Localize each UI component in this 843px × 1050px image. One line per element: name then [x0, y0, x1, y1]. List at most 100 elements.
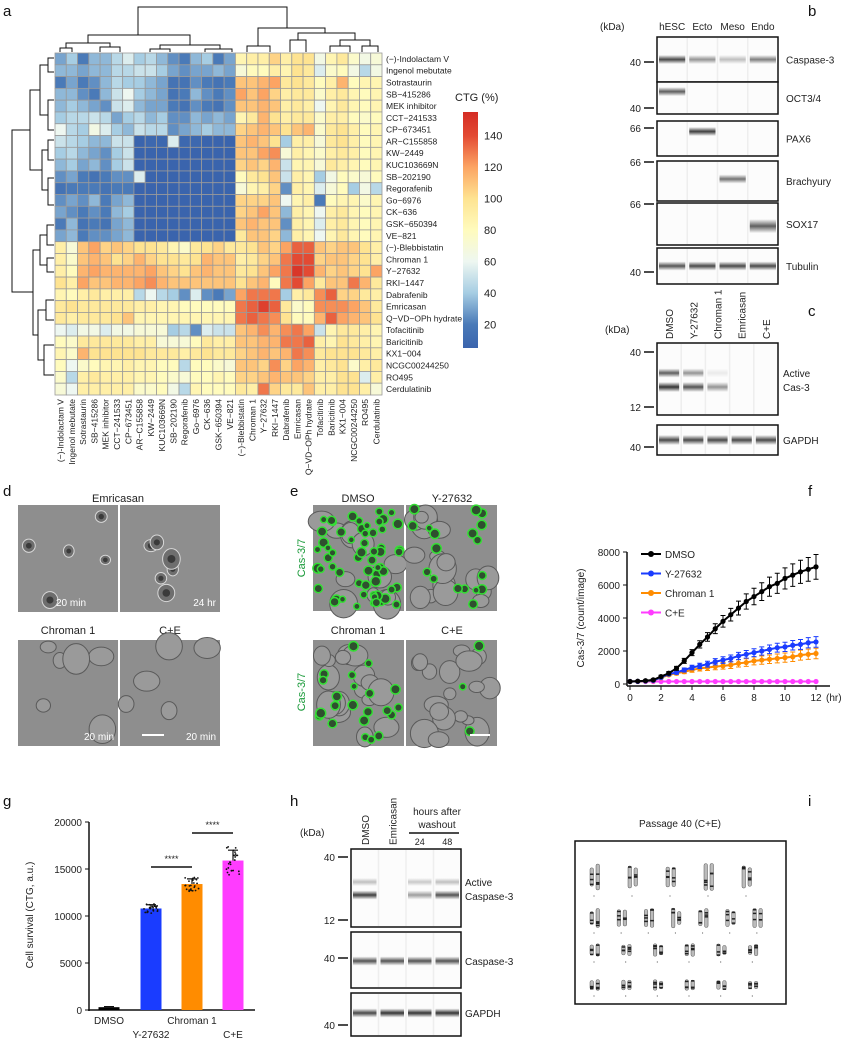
- heatmap-cell: [99, 323, 112, 337]
- chromosome: [684, 943, 689, 957]
- heatmap-row-label: RO495: [386, 372, 413, 382]
- heatmap-cell: [246, 241, 259, 254]
- protein-band: [689, 127, 716, 136]
- data-point: [146, 910, 149, 913]
- heatmap-column-label: Tofacitinib: [315, 399, 325, 437]
- heatmap-cell: [77, 135, 90, 148]
- heatmap-cell: [88, 382, 101, 396]
- heatmap-cell: [291, 135, 304, 148]
- heatmap-cell: [257, 371, 270, 384]
- cell: [427, 731, 450, 749]
- heatmap-cell: [280, 182, 293, 195]
- heatmap-cell: [77, 194, 90, 207]
- chromosome-band: [596, 953, 600, 956]
- heatmap-cell: [122, 111, 135, 125]
- heatmap-cell: [54, 146, 67, 160]
- heatmap-cell: [336, 111, 349, 125]
- panel-label-g: g: [3, 793, 11, 810]
- heatmap-cell: [370, 123, 383, 136]
- heatmap-row-label: Go−6976: [386, 195, 421, 205]
- heatmap-cell: [268, 76, 281, 89]
- heatmap-row-label: Tofacitinib: [386, 325, 424, 335]
- heatmap-cell: [223, 264, 236, 278]
- heatmap-cell: [336, 288, 349, 302]
- cell-nucleus: [167, 554, 176, 563]
- heatmap-cell: [133, 52, 146, 66]
- data-point: [797, 652, 804, 658]
- heatmap-row-label: CP−673451: [386, 125, 431, 135]
- heatmap-cell: [257, 111, 270, 125]
- heatmap-cell: [167, 323, 180, 337]
- heatmap-cell: [110, 158, 124, 172]
- heatmap-cell: [178, 205, 191, 219]
- heatmap-cell: [65, 264, 78, 278]
- data-point: [697, 663, 703, 669]
- cas37-positive-cell: [477, 570, 487, 581]
- colorbar-tick-label: 100: [484, 194, 502, 206]
- chromosome: [595, 863, 600, 891]
- heatmap-cell: [280, 382, 293, 396]
- heatmap-column-label: Emricasan: [292, 399, 302, 439]
- heatmap-cell: [347, 182, 360, 195]
- heatmap-cell: [167, 146, 180, 160]
- heatmap-cell: [110, 347, 124, 361]
- chromosome-band: [596, 954, 600, 956]
- data-point: [156, 905, 159, 907]
- heatmap-cell: [178, 217, 191, 231]
- cell: [412, 653, 429, 671]
- data-point: [184, 884, 187, 887]
- chromosome-number: [593, 895, 595, 897]
- lane-label: Meso: [720, 22, 745, 33]
- heatmap-column-label: Y−27632: [259, 399, 269, 434]
- heatmap-cell: [167, 371, 180, 384]
- heatmap-cell: [156, 229, 169, 243]
- data-point: [790, 642, 796, 648]
- cell: [133, 670, 161, 692]
- heatmap-cell: [110, 253, 124, 266]
- heatmap-cell: [156, 253, 169, 266]
- heatmap-cell: [359, 135, 372, 148]
- heatmap-cell: [235, 146, 248, 160]
- heatmap-cell: [144, 253, 157, 266]
- heatmap-cell: [88, 241, 101, 254]
- heatmap-cell: [347, 312, 360, 325]
- cas37-positive-cell: [330, 700, 341, 711]
- cell-nucleus: [162, 589, 171, 597]
- heatmap-cell: [77, 52, 90, 66]
- chromosome-band: [716, 944, 721, 946]
- heatmap-cell: [201, 194, 214, 207]
- heatmap-cell: [54, 323, 67, 337]
- heatmap-cell: [268, 276, 281, 290]
- heatmap-cell: [54, 217, 67, 231]
- data-point: [188, 880, 190, 883]
- chromosome-band: [685, 980, 689, 983]
- chromosome-band: [748, 951, 752, 954]
- data-point: [189, 884, 192, 887]
- heatmap-cell: [280, 99, 293, 113]
- heatmap-cell: [88, 76, 101, 89]
- cas37-positive-cell: [382, 705, 393, 716]
- cell: [160, 701, 178, 721]
- heatmap-cell: [359, 347, 372, 361]
- chromosome-band: [596, 921, 600, 923]
- panel-label-f: f: [808, 483, 813, 500]
- heatmap-cell: [235, 264, 248, 278]
- data-point: [712, 626, 718, 632]
- heatmap-cell: [167, 217, 180, 231]
- heatmap-cell: [257, 300, 270, 313]
- heatmap-cell: [313, 111, 327, 125]
- heatmap-cell: [325, 371, 338, 384]
- chromosome-number: [625, 995, 627, 997]
- cas37-positive-cell: [328, 548, 337, 557]
- cell: [35, 698, 52, 713]
- panel-label-d: d: [3, 483, 11, 500]
- heatmap-cell: [201, 323, 214, 337]
- heatmap-cell: [325, 229, 338, 243]
- heatmap-cell: [178, 264, 191, 278]
- heatmap-column-label: SB−202190: [168, 399, 178, 444]
- lane-label: Ecto: [692, 22, 712, 33]
- heatmap-cell: [246, 264, 259, 278]
- chromosome-band: [590, 922, 594, 925]
- heatmap-cell: [178, 382, 191, 396]
- data-point: [148, 903, 151, 906]
